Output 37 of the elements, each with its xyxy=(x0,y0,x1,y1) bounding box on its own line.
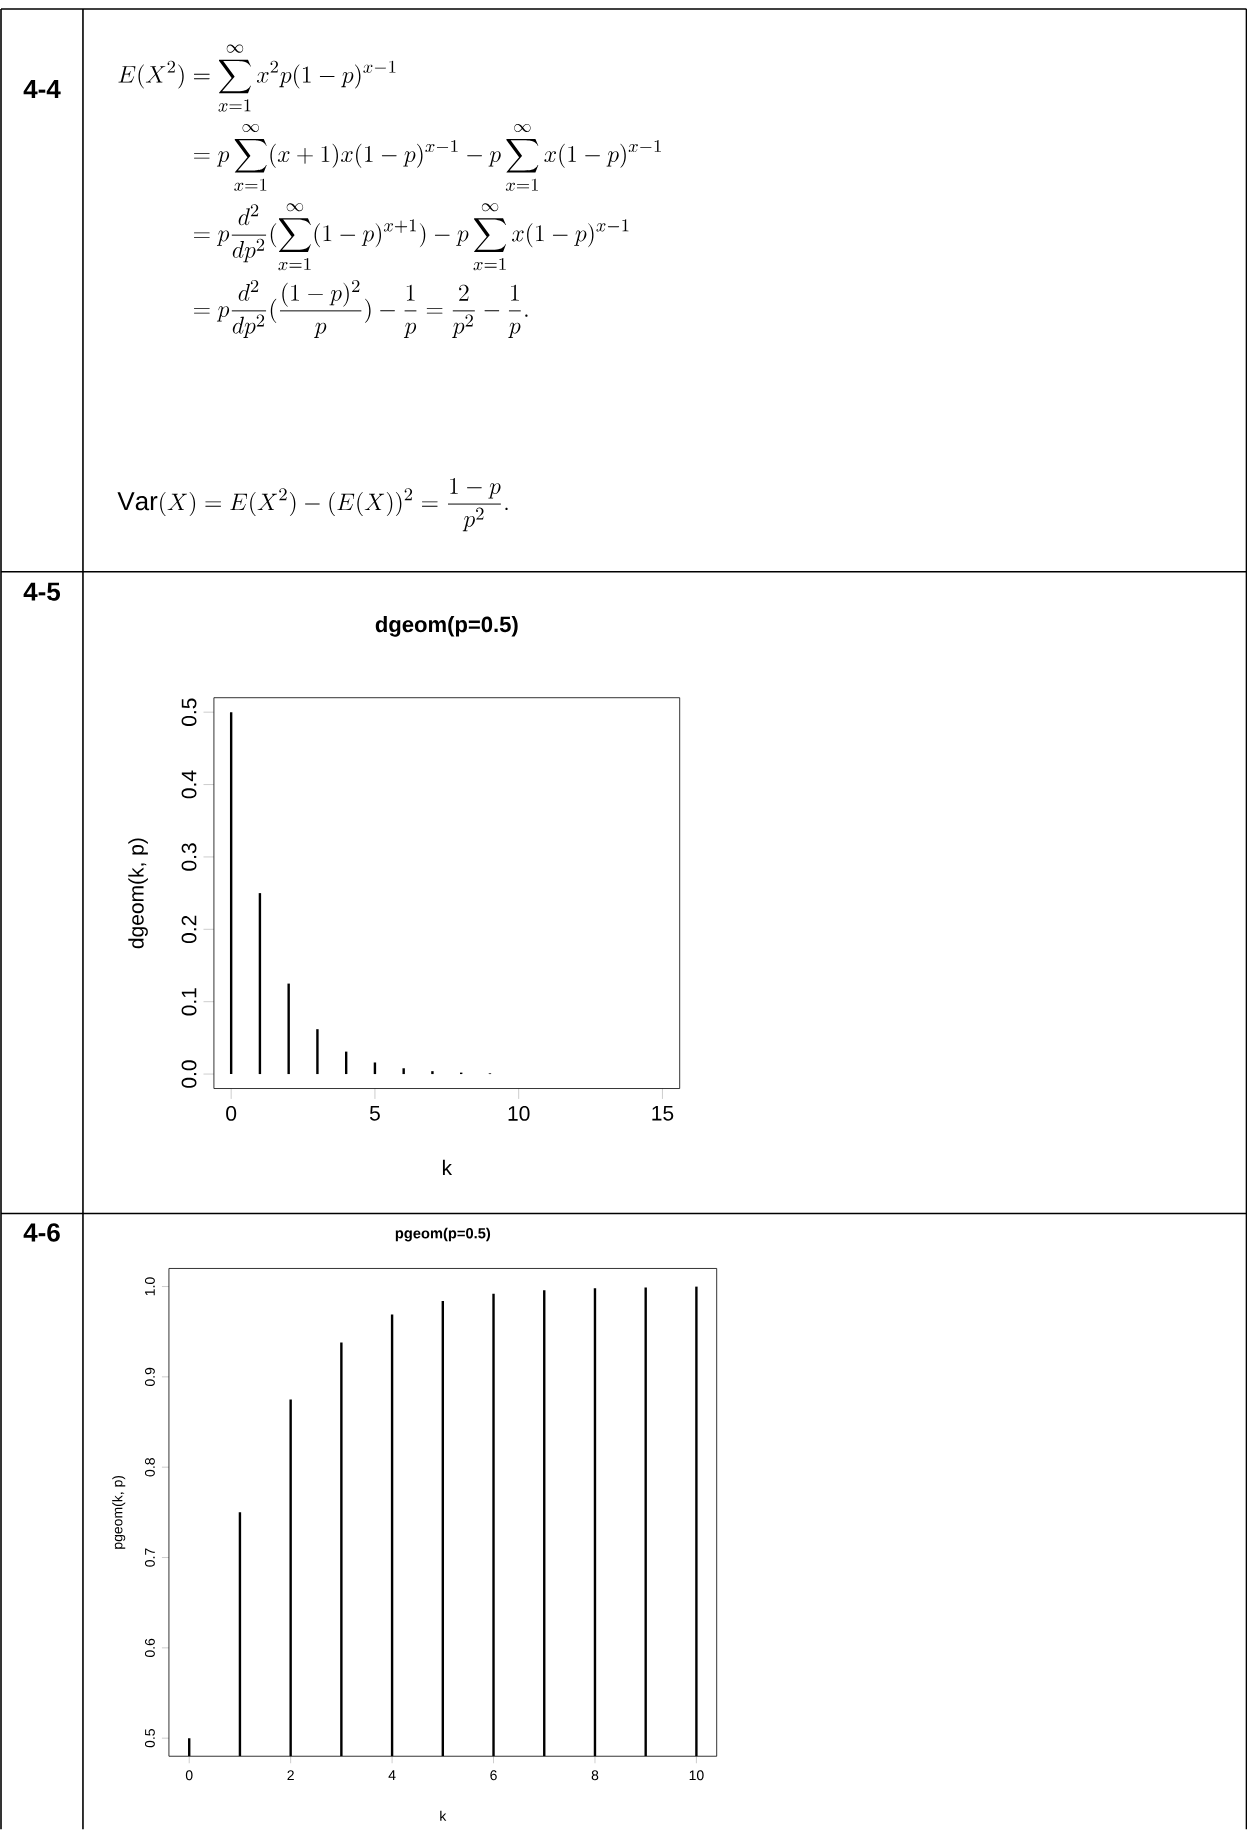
y-tick-label: 1.0 xyxy=(144,1277,155,1296)
x-tick-label: 10 xyxy=(689,1770,704,1781)
bar xyxy=(402,1068,405,1075)
x-tick-label: 15 xyxy=(652,1106,674,1121)
text: 4-4 xyxy=(23,80,61,98)
x-tick-label: 0 xyxy=(225,1106,236,1121)
y-tick-label: 0.1 xyxy=(181,988,197,1016)
text: 4-6 xyxy=(23,1223,60,1242)
x-axis-title: k xyxy=(440,1810,447,1821)
y-tick-label: 0.0 xyxy=(181,1060,197,1088)
x-axis-title: k xyxy=(442,1159,452,1175)
y-tick-label: 0.2 xyxy=(181,915,197,944)
y-tick-label: 0.8 xyxy=(144,1458,155,1477)
y-tick-label: 0.5 xyxy=(144,1729,155,1748)
bar xyxy=(316,1029,319,1075)
chart-title: dgeom(p=0.5) xyxy=(375,616,518,637)
x-tick-label: 0 xyxy=(185,1770,193,1781)
y-tick-label: 0.9 xyxy=(144,1367,155,1387)
y-tick-label: 0.3 xyxy=(181,843,197,871)
text: $\mathrm{Var}(X) = E(X^2) - (E(X))^2 = \frac{1-p}{p^2}.$ xyxy=(117,477,508,532)
x-tick-label: 2 xyxy=(287,1770,294,1781)
y-tick-label: 0.4 xyxy=(181,770,197,799)
x-tick-label: 8 xyxy=(591,1770,599,1781)
y-axis-title: pgeom(k, p) xyxy=(111,1475,126,1549)
text: 4-5 xyxy=(23,582,60,601)
bar xyxy=(431,1071,434,1075)
y-tick-label: 0.7 xyxy=(144,1548,155,1567)
y-tick-label: 0.5 xyxy=(181,698,197,726)
y-axis-title: dgeom(k, p) xyxy=(128,838,148,949)
chart-title: pgeom(p=0.5) xyxy=(395,1227,490,1242)
x-tick-label: 5 xyxy=(369,1106,380,1121)
x-tick-label: 6 xyxy=(490,1770,497,1781)
x-tick-label: 4 xyxy=(388,1770,396,1780)
x-tick-label: 10 xyxy=(508,1106,530,1121)
bar xyxy=(287,983,290,1075)
y-tick-label: 0.6 xyxy=(144,1638,155,1658)
text: $\begin{aligned}E(X^2) &= \sum_{x=1}^{\infty} x^2 p(1-p)^{x-1} \\ &= p\sum_{x=1}^{\infty}(x+1)x(1-p)^{x-1} - p\sum_{x=1}^{\infty} x(1-p)^{x-1} \\ &= p\frac{d^2}{dp^2}(\sum_{x=1}^{\infty}(1-p)^{x+1}) - p\sum_{x=1}^{\infty} x(1-p)^{x-1} \\ &= p\frac{d^2}{dp^2}(\frac{(1-p)^2}{p}) - \frac{1}{p} = \frac{2}{p^2} - \frac{1}{p}.\end{aligned}$ xyxy=(118,44,661,338)
